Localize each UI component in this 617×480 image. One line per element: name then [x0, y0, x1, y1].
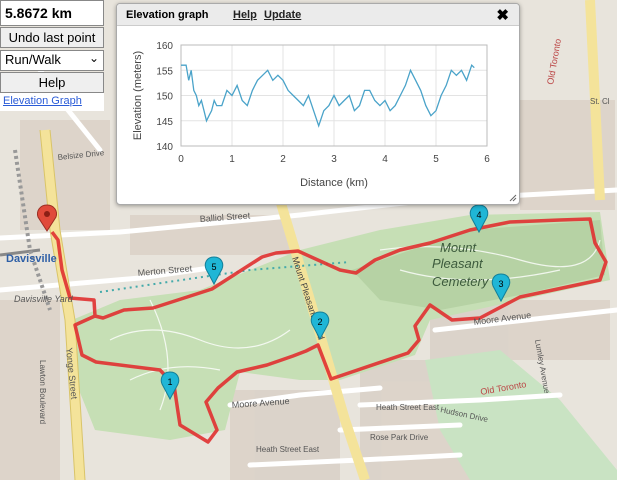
label-heath-street-east: Heath Street East — [376, 403, 440, 412]
label-balliol-street: Balliol Street — [199, 210, 251, 224]
label-rose-park-drive: Rose Park Drive — [370, 433, 429, 442]
label-mount-pleasant-cemetery-3: Cemetery — [432, 274, 490, 289]
activity-mode-select[interactable]: Run/Walk ⌄ — [0, 50, 104, 71]
elevation-panel-title: Elevation graph — [126, 8, 209, 21]
undo-last-point-button[interactable]: Undo last point — [0, 27, 104, 48]
elevation-help-link[interactable]: Help — [233, 8, 257, 21]
y-axis-label: Elevation (meters) — [132, 51, 144, 140]
y-tick-label: 160 — [156, 41, 173, 52]
elevation-series-line — [181, 64, 475, 128]
activity-mode-value: Run/Walk — [5, 52, 61, 67]
y-tick-label: 150 — [156, 92, 173, 103]
label-lawton-boulevard: Lawton Boulevard — [38, 360, 47, 424]
plot-frame — [180, 44, 488, 147]
x-tick-label: 6 — [484, 154, 490, 165]
x-tick-label: 0 — [178, 154, 184, 165]
help-button[interactable]: Help — [0, 72, 104, 93]
resize-handle-icon[interactable] — [507, 192, 517, 202]
km-marker-label-2: 2 — [317, 317, 322, 327]
elevation-graph-panel: Elevation graph Help Update ✖ 140 145 150 1… — [116, 3, 520, 205]
y-tick-label: 155 — [156, 66, 173, 77]
y-tick-label: 145 — [156, 117, 173, 128]
label-mount-pleasant-cemetery-2: Pleasant — [432, 256, 484, 271]
label-st-clair: St. Cl — [590, 97, 610, 106]
label-merton-street: Merton Street — [137, 263, 193, 278]
elevation-chart: 140 145 150 155 160 0 1 2 3 4 5 6 Distance (km) Eleva… — [132, 41, 490, 189]
x-tick-label: 5 — [433, 154, 439, 165]
elevation-graph-link[interactable]: Elevation Graph — [0, 93, 104, 111]
km-marker-4[interactable]: 4 — [469, 204, 489, 234]
elevation-update-link[interactable]: Update — [264, 8, 302, 21]
label-davisville: Davisville — [6, 253, 57, 265]
close-icon[interactable]: ✖ — [496, 7, 509, 24]
x-axis-label: Distance (km) — [300, 177, 368, 189]
km-marker-label-4: 4 — [476, 210, 481, 220]
label-davisville-yard: Davisville Yard — [14, 294, 74, 304]
km-marker-2[interactable]: 2 — [310, 311, 330, 341]
km-marker-3[interactable]: 3 — [491, 273, 511, 303]
distance-readout: 5.8672 km — [0, 0, 104, 26]
elevation-panel-header[interactable]: Elevation graph Help Update ✖ — [117, 4, 519, 26]
x-tick-label: 3 — [331, 154, 337, 165]
km-marker-label-1: 1 — [167, 377, 172, 387]
chevron-down-icon: ⌄ — [88, 51, 99, 65]
km-marker-label-5: 5 — [211, 262, 216, 272]
km-marker-1[interactable]: 1 — [160, 371, 180, 401]
y-tick-label: 140 — [156, 142, 173, 153]
x-tick-label: 2 — [280, 154, 286, 165]
km-marker-5[interactable]: 5 — [204, 256, 224, 286]
route-start-marker[interactable] — [37, 204, 57, 232]
label-mount-pleasant-cemetery-1: Mount — [440, 240, 478, 255]
km-marker-label-3: 3 — [498, 279, 503, 289]
x-tick-label: 1 — [229, 154, 235, 165]
label-moore-avenue-2: Moore Avenue — [231, 396, 289, 410]
x-tick-label: 4 — [382, 154, 388, 165]
label-heath-street-east-2: Heath Street East — [256, 445, 320, 454]
